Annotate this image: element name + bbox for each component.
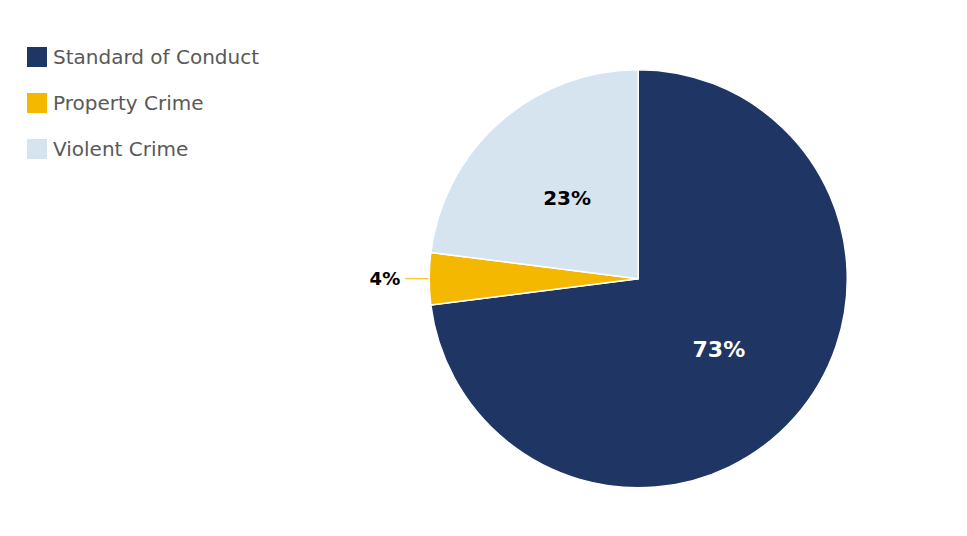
svg-text:4%: 4% [370,268,401,289]
svg-text:73%: 73% [693,337,746,362]
svg-text:23%: 23% [543,186,591,210]
svg-text:Property Crime: Property Crime [53,91,204,115]
svg-text:Violent Crime: Violent Crime [53,137,188,161]
svg-text:Standard of Conduct: Standard of Conduct [53,45,259,69]
